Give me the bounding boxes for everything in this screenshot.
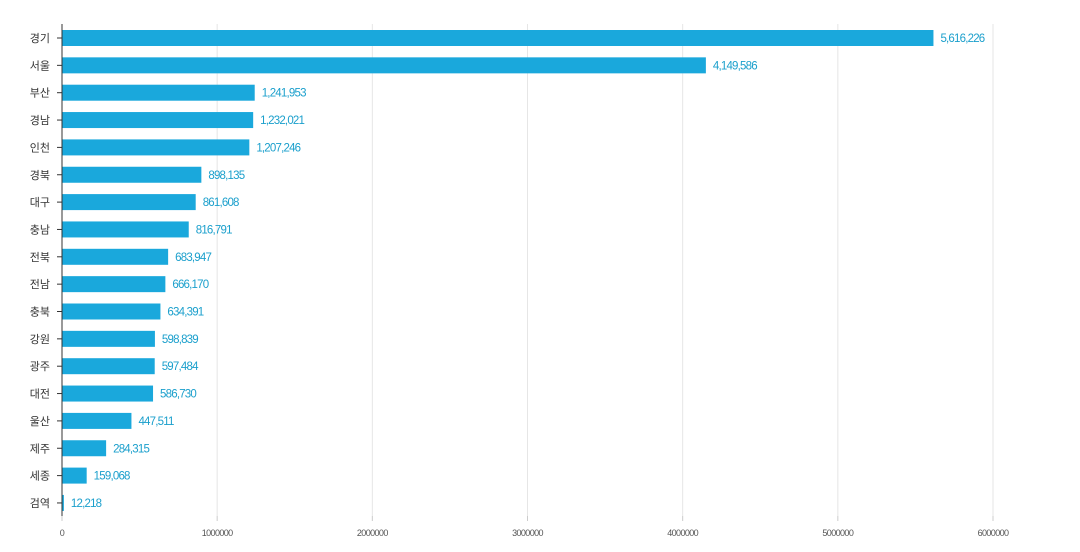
- data-label: 598,839: [162, 334, 198, 346]
- labels: 0 1000000 2000000 3000000 4000000 5000000 6000…: [30, 32, 1010, 538]
- category-label: 대전: [30, 388, 50, 401]
- data-label: 683,947: [175, 252, 211, 264]
- bar: [62, 440, 107, 457]
- bar: [62, 276, 166, 293]
- bar: [62, 84, 255, 101]
- data-label: 634,391: [167, 307, 203, 319]
- bar: [62, 330, 155, 347]
- data-label: 861,608: [203, 197, 239, 209]
- category-label: 경기: [30, 32, 50, 45]
- bar: [62, 385, 154, 402]
- axes: [57, 24, 994, 521]
- category-label: 검역: [30, 497, 50, 510]
- data-label: 898,135: [208, 170, 244, 182]
- x-tick-label: 5000000: [822, 528, 853, 538]
- category-label: 세종: [30, 470, 50, 483]
- bar: [62, 194, 196, 211]
- bar: [62, 467, 87, 484]
- category-label: 울산: [30, 415, 50, 428]
- category-label: 제주: [30, 442, 50, 455]
- data-label: 586,730: [160, 389, 196, 401]
- x-tick-label: 0: [60, 528, 65, 538]
- data-label: 597,484: [162, 361, 199, 373]
- bar: [62, 166, 202, 183]
- category-label: 부산: [30, 87, 50, 100]
- category-label: 서울: [30, 59, 50, 72]
- category-label: 광주: [30, 360, 50, 373]
- x-tick-label: 1000000: [202, 528, 233, 538]
- data-label: 5,616,226: [940, 33, 984, 45]
- bar: [62, 221, 189, 238]
- data-label: 159,068: [94, 471, 130, 483]
- bar: [62, 303, 161, 320]
- bar: [62, 358, 155, 375]
- x-tick-label: 3000000: [512, 528, 543, 538]
- gridlines: [216, 24, 994, 516]
- data-label: 4,149,586: [713, 60, 757, 72]
- category-label: 대구: [30, 196, 50, 209]
- bar: [62, 139, 250, 156]
- bar: [62, 412, 132, 429]
- category-label: 충북: [30, 306, 50, 319]
- category-label: 강원: [30, 333, 50, 346]
- category-label: 경북: [30, 169, 50, 182]
- data-label: 1,241,953: [262, 88, 306, 100]
- x-tick-label: 4000000: [667, 528, 698, 538]
- category-label: 인천: [30, 140, 50, 154]
- bar: [62, 494, 64, 511]
- bar: [62, 57, 706, 74]
- bars: [62, 30, 934, 511]
- data-label: 1,207,246: [256, 142, 300, 154]
- data-label: 666,170: [172, 279, 208, 291]
- category-label: 전북: [30, 251, 50, 264]
- category-label: 경남: [30, 114, 50, 127]
- bar: [62, 112, 254, 129]
- x-tick-label: 2000000: [357, 528, 388, 538]
- x-tick-label: 6000000: [978, 528, 1009, 538]
- data-label: 1,232,021: [260, 115, 304, 127]
- bar: [62, 248, 169, 265]
- category-label: 충남: [30, 223, 50, 236]
- data-label: 284,315: [113, 443, 149, 455]
- bar: [62, 30, 934, 46]
- data-label: 12,218: [71, 498, 102, 510]
- category-label: 전남: [30, 278, 50, 291]
- data-label: 816,791: [196, 224, 232, 236]
- data-label: 447,511: [138, 416, 174, 428]
